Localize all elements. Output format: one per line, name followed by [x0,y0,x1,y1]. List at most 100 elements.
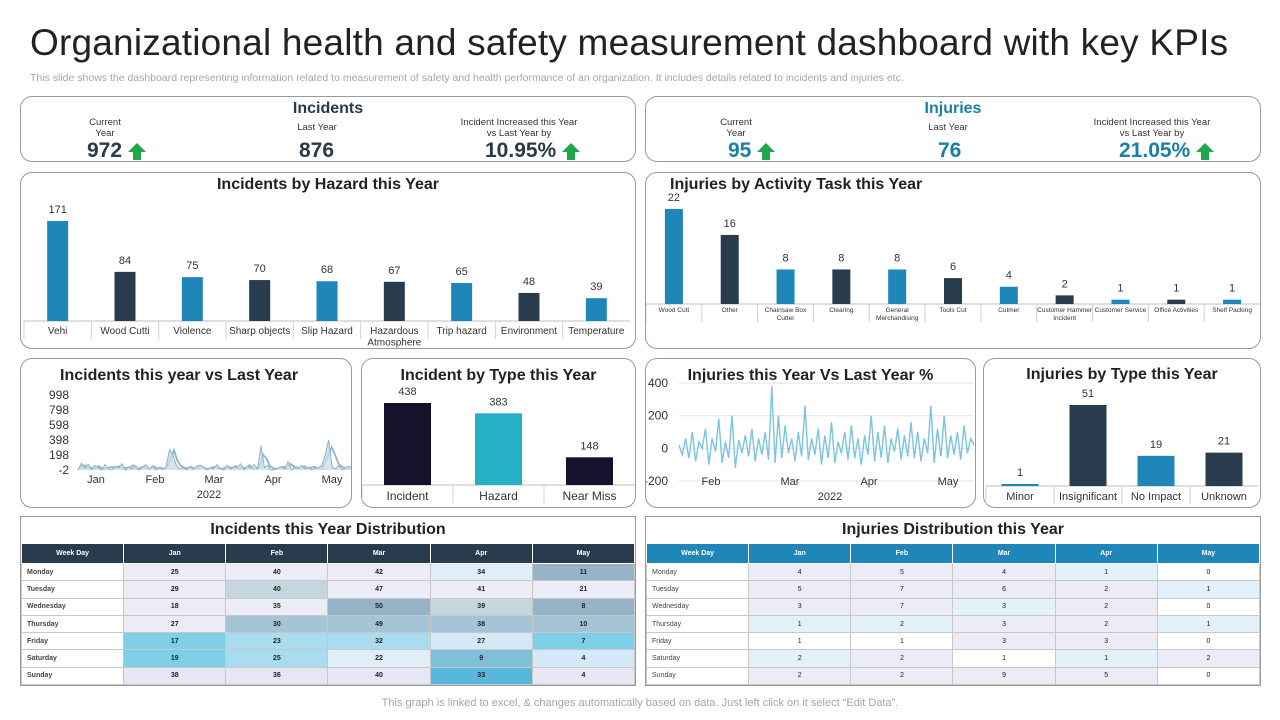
injuries-last-value: 76 [938,139,962,162]
hazard-value-label: 75 [186,260,198,272]
activity-category-label: Customer Hammer [1037,307,1093,314]
value-cell: 2 [748,666,852,686]
column-header: May [1156,543,1261,564]
value-cell: 42 [327,562,431,582]
value-cell: 2 [748,649,852,668]
value-cell: 1 [1156,580,1261,599]
value-cell: 8 [531,597,636,616]
activity-chart-card: Injuries by Activity Task this Year 22 Wo… [645,172,1261,349]
inj_trend-y-tick: 0 [661,441,668,455]
inc_trend-y-tick: 798 [49,403,69,417]
weekday-cell: Thursday [20,614,125,634]
table-row: Sunday 2 2 9 5 0 [645,666,1261,686]
hazard-category-label: Temperature [568,326,625,337]
value-cell: 17 [123,632,227,651]
value-cell: 49 [327,614,431,634]
activity-bar [999,286,1018,304]
inj_trend-x-sublabel: 2022 [818,491,842,503]
value-cell: 4 [531,649,636,668]
incidents-current-value: 972 [87,139,147,163]
incidents-kpi-title: Incidents [292,100,364,117]
injuries-current-number: 95 [728,139,752,162]
injuries-kpi-card: Injuries Current Year 95 Last Year 76 In… [645,96,1261,162]
hazard-category-label: Violence [173,326,212,337]
value-cell: 27 [429,632,533,651]
table-row: Friday 1 1 3 3 0 [645,632,1261,651]
inj_trend-x-tick: Feb [702,476,721,488]
inc_trend-x-sublabel: 2022 [197,489,221,501]
inj-type-title: Injuries by Type this Year [1026,366,1218,383]
inc_type-bar [566,457,613,485]
hazard-value-label: 48 [523,276,535,288]
hazard-chart: 171 Vehi 84 Wood Cutti 75 Violence 70 Sharp obj… [23,204,630,348]
activity-bar [1055,295,1074,304]
value-cell: 1 [952,649,1056,668]
activity-value-label: 22 [668,192,680,204]
value-cell: 6 [952,580,1056,599]
value-cell: 3 [1054,632,1158,651]
column-header: Feb [225,543,329,564]
activity-bar [776,269,795,304]
column-header: May [531,543,636,564]
table-row: Tuesday 29 40 47 41 21 [20,580,636,599]
inj-trend-card: Injuries this Year Vs Last Year % 400 200… [645,358,976,508]
hazard-value-label: 67 [388,265,400,277]
inj_type-category-label: No Impact [1131,491,1181,503]
inj-dist-table: Week Day Jan Feb Mar Apr May Monday 4 5 4 1 0 Tuesd… [645,543,1261,686]
value-cell: 38 [123,666,227,686]
inj_type-category-label: Minor [1006,491,1034,503]
value-cell: 1 [748,632,852,651]
hazard-category-label: Environment [501,326,557,337]
activity-category-label: Shelf Packing [1212,307,1252,314]
value-cell: 40 [225,580,329,599]
inc-dist-table: Week Day Jan Feb Mar Apr May Monday 25 40 42 34 11… [20,543,636,686]
hazard-bar [383,281,405,321]
incidents-current-label: Current Year [89,117,121,139]
value-cell: 2 [1054,614,1158,634]
value-cell: 39 [429,597,533,616]
activity-bar [720,234,739,304]
weekday-cell: Saturday [20,649,125,668]
inc_type-bar [384,403,431,485]
value-cell: 1 [1054,649,1158,668]
activity-category-label: Incident [1053,315,1076,322]
hazard-value-label: 171 [48,204,66,216]
activity-category-label: Tools Cut [939,307,966,314]
column-header: Mar [952,543,1056,564]
weekday-cell: Sunday [645,666,750,686]
inj-type-card: Injuries by Type this Year 1 Minor 51 Insig… [983,358,1261,508]
value-cell: 40 [327,666,431,686]
column-header: Week Day [20,543,125,564]
hazard-bar [249,280,271,321]
column-header: Jan [748,543,852,564]
value-cell: 2 [850,614,954,634]
incidents-current-number: 972 [87,139,123,162]
inj_type-bar [1069,405,1107,486]
value-cell: 30 [225,614,329,634]
activity-chart-title: Injuries by Activity Task this Year [670,176,923,193]
activity-bar [1223,299,1242,304]
value-cell: 34 [429,562,533,582]
value-cell: 18 [123,597,227,616]
value-cell: 3 [952,632,1056,651]
activity-value-label: 2 [1062,278,1068,290]
inc_trend-x-tick: Feb [146,474,165,486]
inj-trend-title: Injuries this Year Vs Last Year % [687,367,934,384]
inj-trend-chart: 400 200 0 -200 Feb Mar Apr May 2022 [646,376,975,503]
hazard-category-label: Hazardous [370,326,418,337]
inc_type-category-label: Hazard [479,489,518,503]
value-cell: 5 [1054,666,1158,686]
inj_trend-series-line [678,386,975,468]
activity-value-label: 8 [838,252,844,264]
inc_trend-series-line [77,439,351,471]
hazard-bar [451,282,473,321]
injuries-change-number: 21.05% [1119,139,1191,162]
up-arrow-icon [562,142,581,160]
inj_trend-y-tick: 400 [648,376,668,390]
weekday-cell: Wednesday [645,597,750,616]
hazard-category-label: Sharp objects [229,326,290,337]
hazard-chart-card: Incidents by Hazard this Year 171 Vehi 84 W… [20,172,636,349]
incidents-change-number: 10.95% [485,139,557,162]
inc-trend-title: Incidents this year vs Last Year [60,367,299,384]
injuries-change-value: 21.05% [1119,139,1215,163]
